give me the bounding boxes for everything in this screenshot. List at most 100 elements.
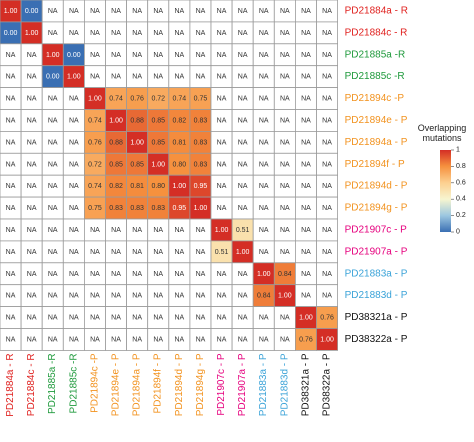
column-label: PD21907a - P [237, 353, 248, 416]
heatmap-cell-value: NA [280, 8, 290, 15]
heatmap-cell-value: NA [153, 336, 163, 343]
heatmap-cell-value: NA [69, 293, 79, 300]
heatmap-cell-value: 0.84 [278, 271, 292, 278]
heatmap-cell-value: NA [301, 139, 311, 146]
heatmap-cell-value: NA [259, 74, 269, 81]
heatmap-cell-value: 0.82 [173, 117, 187, 124]
heatmap-cell-value: NA [238, 96, 248, 103]
column-labels: PD21884a - R PD21884c - R PD21885a -R PD218… [5, 353, 332, 417]
heatmap-cell-value: NA [280, 315, 290, 322]
heatmap-cell-value: NA [196, 227, 206, 234]
heatmap-cell-value: NA [132, 336, 142, 343]
heatmap-cell-value: NA [153, 271, 163, 278]
heatmap-cell-value: NA [132, 8, 142, 15]
heatmap-cell-value: NA [238, 205, 248, 212]
heatmap-cell-value: NA [48, 96, 58, 103]
colorbar-legend: Overlapping mutations 0 0.2 0.4 0.6 0.8 1 [418, 123, 467, 236]
heatmap-cell-value: 0.85 [130, 161, 144, 168]
heatmap-cell-value: 0.95 [173, 205, 187, 212]
heatmap-cell-value: NA [217, 315, 227, 322]
heatmap-cell-value: NA [217, 52, 227, 59]
heatmap-cell-value: NA [111, 30, 121, 37]
heatmap-cell-value: NA [280, 117, 290, 124]
heatmap-cell-value: NA [280, 183, 290, 190]
heatmap-cell-value: NA [217, 271, 227, 278]
heatmap-cell-value: NA [217, 8, 227, 15]
heatmap-cell-value: NA [153, 249, 163, 256]
heatmap-cell-value: NA [217, 336, 227, 343]
heatmap-cell-value: NA [238, 30, 248, 37]
heatmap-cell-value: 0.83 [151, 205, 165, 212]
heatmap-cell-value: NA [6, 315, 16, 322]
heatmap-cell-value: NA [6, 227, 16, 234]
heatmap-cell-value: NA [153, 227, 163, 234]
heatmap-cell-value: NA [6, 183, 16, 190]
heatmap-cell-value: NA [322, 227, 332, 234]
heatmap-cell-value: 0.76 [88, 139, 102, 146]
heatmap-cell-value: NA [322, 183, 332, 190]
heatmap-cell-value: NA [90, 227, 100, 234]
row-label: PD21894d - P [345, 181, 408, 192]
heatmap-cell-value: NA [322, 96, 332, 103]
heatmap-cell-value: NA [238, 161, 248, 168]
colorbar-tick-label: 0.2 [456, 212, 466, 219]
heatmap-cell-value: 1.00 [278, 293, 292, 300]
heatmap-cell-value: NA [196, 271, 206, 278]
heatmap-cell-value: NA [27, 271, 37, 278]
heatmap-cell-value: NA [238, 52, 248, 59]
colorbar [440, 150, 451, 232]
heatmap-cell-value: NA [259, 8, 269, 15]
heatmap-cell-value: NA [259, 161, 269, 168]
heatmap-cell-value: NA [90, 8, 100, 15]
heatmap-cell-value: NA [322, 30, 332, 37]
heatmap-cell-value: NA [27, 52, 37, 59]
heatmap-cell-value: NA [280, 336, 290, 343]
heatmap-cell-value: NA [48, 227, 58, 234]
heatmap-cell-value: NA [48, 336, 58, 343]
heatmap-cell-value: NA [301, 249, 311, 256]
heatmap-cell-value: 0.83 [194, 117, 208, 124]
heatmap-cell-value: NA [259, 117, 269, 124]
heatmap-cell-value: NA [280, 30, 290, 37]
heatmap-cell-value: 1.00 [320, 336, 334, 343]
heatmap-cell-value: 0.00 [4, 30, 18, 37]
heatmap-cell-value: NA [90, 249, 100, 256]
heatmap-cell-value: NA [238, 117, 248, 124]
heatmap-cell-value: NA [196, 52, 206, 59]
heatmap-cell-value: 0.85 [109, 161, 123, 168]
heatmap-cell-value: 1.00 [236, 249, 250, 256]
heatmap-cell-value: 0.72 [151, 96, 165, 103]
colorbar-tick-label: 0 [456, 229, 460, 236]
column-label: PD21894e - P [111, 353, 122, 416]
column-label: PD21894f - P [153, 353, 164, 413]
heatmap-cell-value: NA [6, 249, 16, 256]
heatmap-cell-value: 0.81 [173, 139, 187, 146]
heatmap-cell-value: NA [259, 315, 269, 322]
row-label: PD21894f - P [345, 159, 405, 170]
heatmap-cell-value: 1.00 [130, 139, 144, 146]
heatmap-cell-value: 1.00 [173, 183, 187, 190]
heatmap-cell-value: NA [322, 161, 332, 168]
heatmap-cell-value: NA [69, 336, 79, 343]
heatmap-cell-value: NA [280, 52, 290, 59]
heatmap-cell-value: NA [196, 336, 206, 343]
row-label: PD21894a - P [345, 137, 408, 148]
heatmap-cell-value: NA [6, 52, 16, 59]
heatmap-cell-value: NA [69, 30, 79, 37]
heatmap-cell-value: 1.00 [25, 30, 39, 37]
heatmap-cell-value: NA [6, 139, 16, 146]
heatmap-cell-value: NA [322, 249, 332, 256]
heatmap-cell-value: NA [69, 161, 79, 168]
heatmap-cell-value: 0.85 [151, 139, 165, 146]
heatmap-cell-value: 1.00 [215, 227, 229, 234]
heatmap-cell-value: 0.00 [25, 8, 39, 15]
column-label: PD21907c - P [216, 353, 227, 416]
heatmap-cell-value: NA [280, 74, 290, 81]
heatmap-cell-value: NA [217, 96, 227, 103]
heatmap-cell-value: 0.75 [88, 205, 102, 212]
heatmap-cell-value: NA [174, 249, 184, 256]
heatmap-cell-value: NA [48, 183, 58, 190]
heatmap-cell-value: NA [69, 183, 79, 190]
heatmap-cell-value: 0.51 [236, 227, 250, 234]
